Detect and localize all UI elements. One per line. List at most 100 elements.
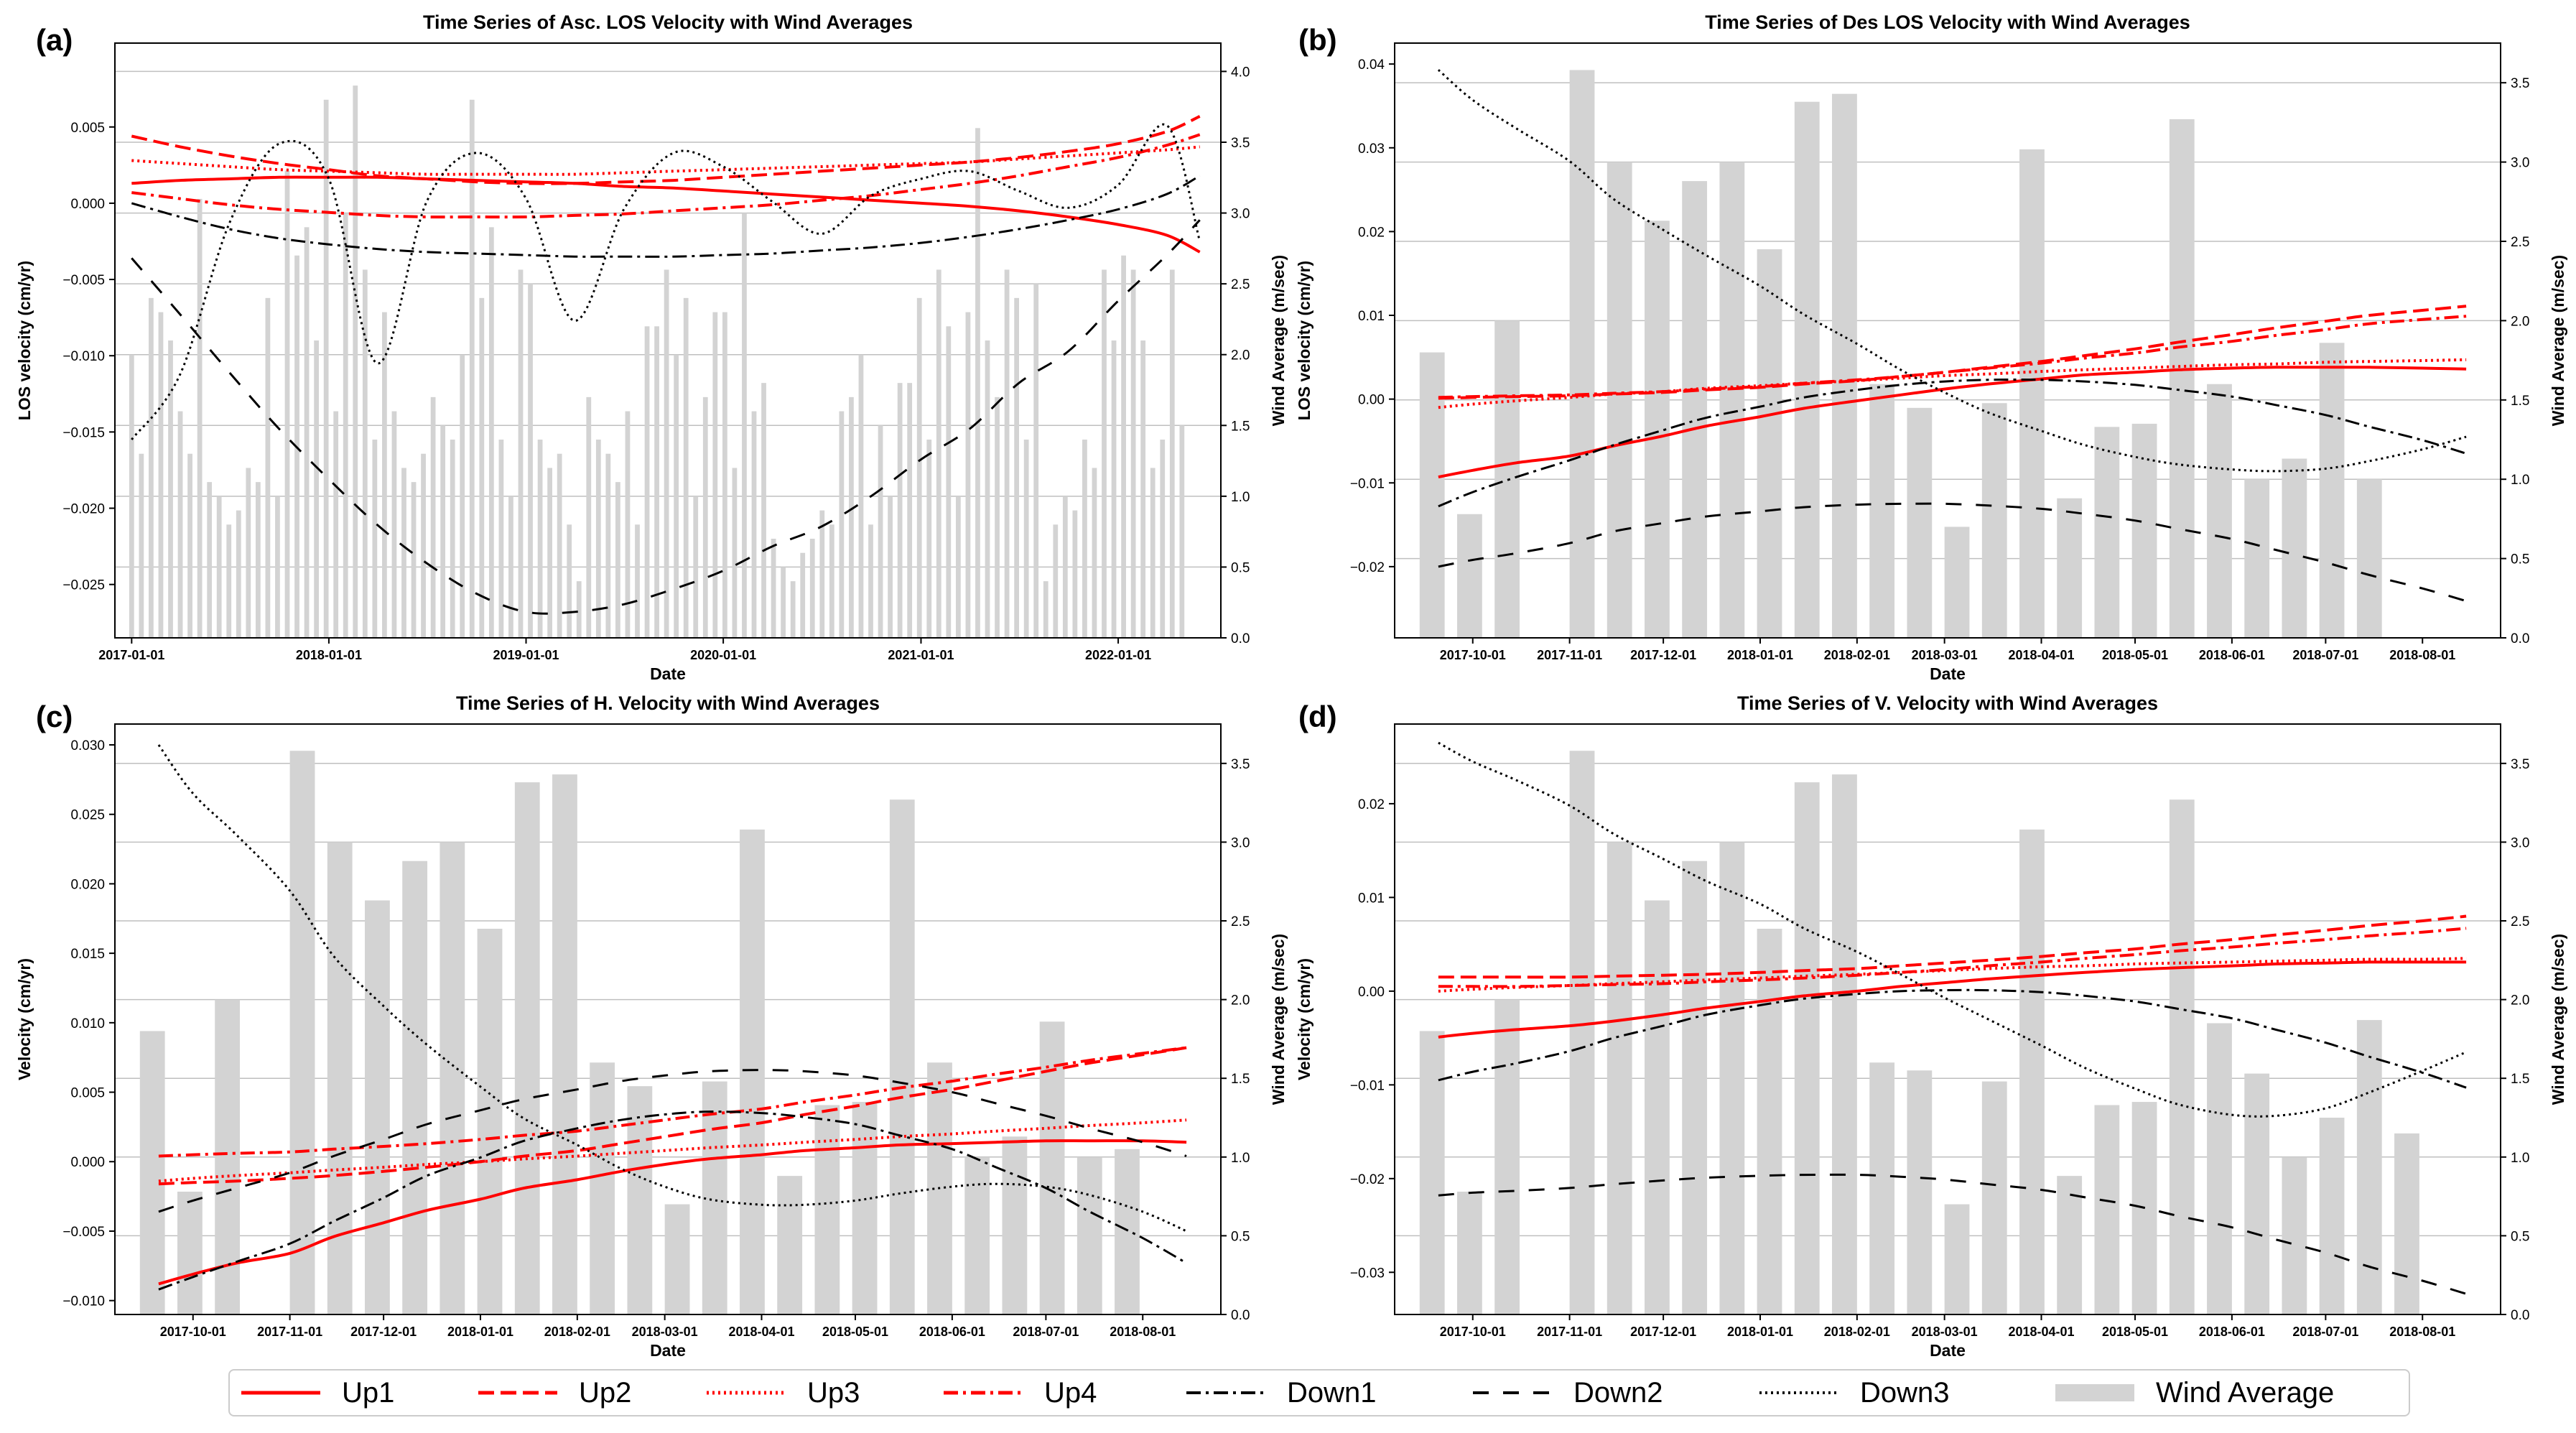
panel-label: (d) — [1298, 700, 1337, 733]
wind-bar — [777, 1176, 803, 1314]
x-tick-label: 2021-01-01 — [888, 648, 954, 662]
panel-b: −0.02 −0.01 0.00 0.01 0.02 0.03 0.04 0.0 0.5 1.0 1… — [1295, 11, 2567, 683]
wind-bar — [1944, 527, 1970, 638]
y2-tick-label: 0.5 — [2511, 1229, 2529, 1244]
y2-tick-label: 3.0 — [2511, 156, 2529, 171]
x-tick-label: 2018-01-01 — [447, 1325, 513, 1339]
wind-bar — [761, 383, 766, 638]
x-tick-label: 2020-01-01 — [690, 648, 756, 662]
wind-bar — [1121, 255, 1126, 638]
wind-bar — [829, 524, 834, 638]
wind-bar — [1111, 340, 1117, 638]
series-up2 — [131, 115, 1201, 185]
legend-item-up3: Up3 — [704, 1371, 860, 1415]
series-down3 — [1438, 741, 2467, 1118]
series-down3 — [131, 123, 1201, 440]
plot-frame — [114, 723, 1222, 1315]
series-lines — [131, 115, 1201, 615]
wind-bar — [2319, 1118, 2345, 1314]
series-up3 — [131, 145, 1200, 176]
wind-bar — [722, 312, 727, 638]
y2-tick-label: 1.5 — [1231, 419, 1250, 434]
wind-bar — [139, 453, 144, 638]
wind-bar — [654, 326, 659, 638]
x-tick-label: 2018-07-01 — [2292, 648, 2358, 662]
series-up3 — [1438, 957, 2467, 993]
x-tick-label: 2017-12-01 — [1630, 648, 1696, 662]
y2-tick-label: 1.0 — [1231, 490, 1250, 505]
wind-bar — [732, 468, 738, 638]
wind-bar — [889, 799, 915, 1314]
panel-a: −0.025 −0.020 −0.015 −0.010 −0.005 0.000 0.005… — [15, 11, 1288, 683]
legend-label: Wind Average — [2156, 1376, 2335, 1409]
wind-bar — [450, 440, 455, 638]
y-tick-label: 0.04 — [1358, 57, 1385, 73]
wind-bar — [852, 1102, 878, 1314]
x-tick-label: 2018-08-01 — [2389, 1325, 2455, 1339]
y2-tick-label: 2.5 — [1231, 914, 1250, 929]
wind-bar — [590, 1062, 615, 1314]
wind-bar — [926, 440, 932, 638]
y-tick-label: 0.00 — [1358, 985, 1385, 1000]
wind-bar — [878, 425, 883, 638]
y2-tick-label: 1.0 — [2511, 1151, 2529, 1166]
wind-bar — [742, 213, 747, 638]
wind-bar — [372, 440, 378, 638]
wind-bar — [595, 440, 601, 638]
wind-bar — [187, 453, 192, 638]
x-tick-label: 2019-01-01 — [493, 648, 559, 662]
wind-bar — [323, 99, 329, 638]
wind-bar — [1907, 1070, 1933, 1314]
x-tick-label: 2017-01-01 — [98, 648, 164, 662]
series-up3 — [1438, 358, 2467, 409]
series-down1 — [131, 175, 1201, 258]
wind-bar — [1494, 999, 1520, 1314]
y2-tick-label: 2.5 — [1231, 277, 1250, 292]
wind-bar — [1794, 782, 1820, 1314]
wind-bar — [2131, 423, 2157, 638]
y-tick-label: 0.02 — [1358, 225, 1385, 240]
plot-frame — [1394, 723, 2501, 1315]
wind-bar — [1043, 581, 1048, 638]
wind-bar — [488, 227, 494, 638]
y2-tick-label: 3.5 — [2511, 76, 2529, 91]
wind-bar — [552, 774, 577, 1314]
wind-bar — [1419, 1031, 1445, 1314]
legend-item-down1: Down1 — [1184, 1371, 1377, 1415]
y-tick-label: 0.01 — [1358, 309, 1385, 324]
y-tick-label: 0.000 — [70, 1155, 105, 1170]
y-tick-label: 0.025 — [70, 808, 105, 823]
wind-bar — [936, 269, 941, 638]
x-tick-label: 2018-04-01 — [2008, 648, 2074, 662]
x-tick-label: 2018-01-01 — [1727, 648, 1793, 662]
y-tick-label: 0.005 — [70, 121, 105, 136]
wind-bar — [401, 468, 406, 638]
panel-c: −0.010 −0.005 0.000 0.005 0.010 0.015 0.020 0.0… — [15, 692, 1288, 1360]
wind-bar — [236, 510, 241, 638]
wind-bar — [809, 539, 815, 638]
wind-bar — [975, 128, 980, 638]
wind-bar — [814, 1105, 840, 1314]
legend-label: Up3 — [807, 1376, 860, 1409]
x-axis-label: Date — [650, 1341, 686, 1360]
wind-bar — [800, 552, 806, 638]
x-tick-label: 2018-02-01 — [1824, 1325, 1890, 1339]
wind-bar — [2394, 1133, 2419, 1314]
y-tick-label: −0.025 — [62, 578, 105, 593]
wind-bar — [674, 354, 679, 638]
legend-item-wind-average: Wind Average — [2052, 1371, 2334, 1415]
x-tick-label: 2018-04-01 — [728, 1325, 794, 1339]
y2-axis-label: Wind Average (m/sec) — [2549, 934, 2567, 1105]
series-up4 — [131, 133, 1201, 219]
y-tick-label: −0.015 — [62, 425, 105, 440]
wind-bar — [440, 425, 446, 638]
series-lines — [1437, 69, 2467, 603]
legend-label: Down2 — [1573, 1376, 1663, 1409]
legend-swatch — [1759, 1391, 1838, 1394]
y-tick-label: −0.010 — [62, 1294, 105, 1309]
series-up2 — [158, 1046, 1187, 1186]
legend-swatch — [1473, 1391, 1552, 1394]
wind-bar — [343, 213, 348, 638]
y2-axis-label: Wind Average (m/sec) — [1269, 934, 1288, 1105]
x-tick-label: 2018-02-01 — [544, 1325, 610, 1339]
